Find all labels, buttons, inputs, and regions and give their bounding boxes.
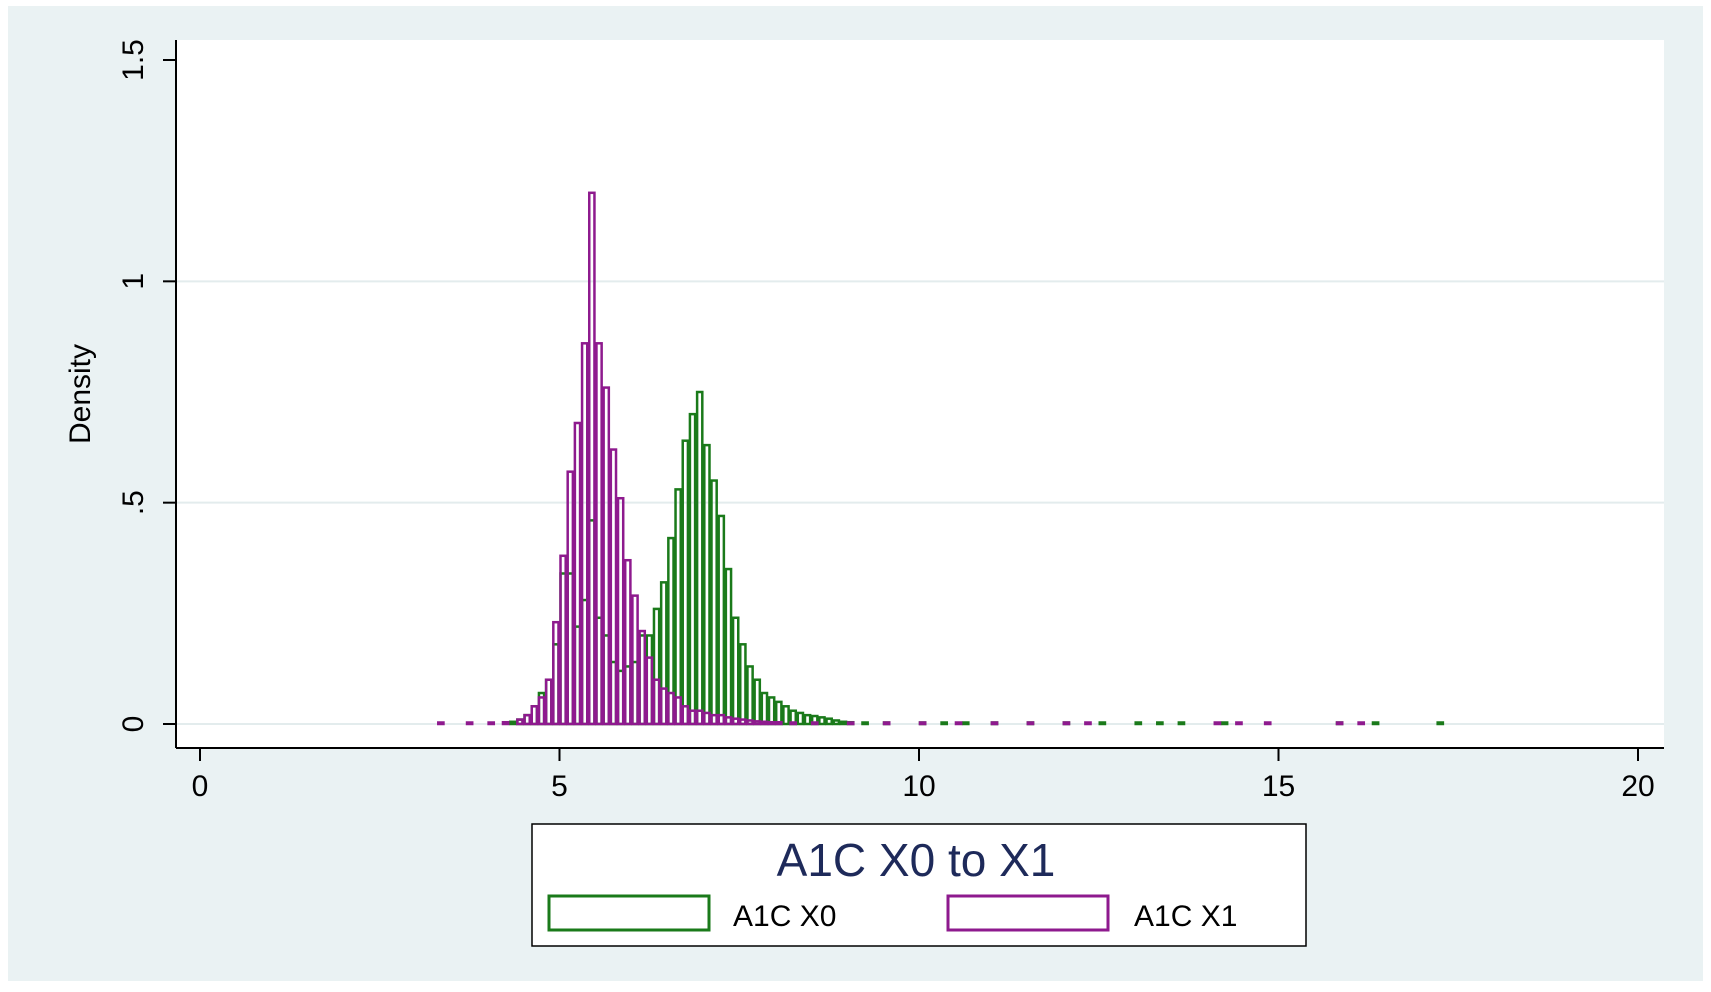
bar-a1c-x1-17 xyxy=(609,448,618,726)
x-tick-label-4: 20 xyxy=(1621,770,1654,803)
bar-a1c-x1-0 xyxy=(437,721,445,726)
bar-a1c-x1-50 xyxy=(1084,721,1092,726)
bar-a1c-x0-46 xyxy=(839,720,848,726)
bar-a1c-x0-59 xyxy=(1177,721,1186,726)
bar-a1c-x0-60 xyxy=(1220,721,1229,726)
bar-a1c-x1-46 xyxy=(954,721,963,726)
bar-a1c-x0-44 xyxy=(825,717,833,726)
bar-a1c-x1-2 xyxy=(487,721,496,726)
bar-a1c-x0-58 xyxy=(1156,721,1164,726)
plot-area xyxy=(176,40,1664,748)
bar-a1c-x1-5 xyxy=(523,713,531,726)
series-a1c-x1 xyxy=(437,191,1366,726)
bar-a1c-x1-48 xyxy=(1026,721,1035,726)
y-tick-label-1: .5 xyxy=(117,490,150,515)
bar-a1c-x1-36 xyxy=(746,719,754,726)
legend-box xyxy=(531,823,1307,947)
legend-key-a1c-x1 xyxy=(946,894,1110,932)
x-axis-ticks: 0 5 10 15 20 xyxy=(192,748,1655,803)
bar-a1c-x1-53 xyxy=(1263,721,1272,726)
bar-a1c-x1-13 xyxy=(580,342,589,726)
bar-a1c-x0-41 xyxy=(803,713,812,726)
x-tick-label-3: 15 xyxy=(1262,770,1295,803)
y-axis-ticks: 0 .5 1 1.5 xyxy=(117,39,176,732)
bar-a1c-x0-56 xyxy=(1098,721,1107,726)
bar-a1c-x1-6 xyxy=(530,705,539,726)
bar-a1c-x1-45 xyxy=(918,721,927,726)
bar-a1c-x0-48 xyxy=(861,721,869,726)
bar-a1c-x1-23 xyxy=(652,678,661,726)
bar-a1c-x1-32 xyxy=(717,713,726,726)
bar-a1c-x0-57 xyxy=(1134,721,1143,726)
bar-a1c-x1-19 xyxy=(623,558,632,726)
y-tick-label-2: 1 xyxy=(117,273,150,290)
legend-key-a1c-x0 xyxy=(547,894,711,932)
bar-a1c-x1-28 xyxy=(688,709,697,726)
bar-a1c-x1-33 xyxy=(724,716,733,726)
bar-a1c-x1-54 xyxy=(1335,721,1344,726)
bar-a1c-x1-22 xyxy=(645,656,654,726)
bar-a1c-x1-42 xyxy=(810,721,819,726)
x-tick-label-0: 0 xyxy=(192,770,209,803)
x-tick-label-2: 10 xyxy=(902,770,935,803)
bar-a1c-x1-20 xyxy=(631,594,639,726)
bar-a1c-x1-9 xyxy=(552,620,560,726)
bar-a1c-x1-1 xyxy=(465,721,474,726)
bar-a1c-x1-27 xyxy=(681,705,690,726)
bar-a1c-x1-18 xyxy=(616,496,625,726)
bar-a1c-x1-49 xyxy=(1062,721,1071,726)
bar-a1c-x1-21 xyxy=(638,629,647,726)
bar-a1c-x1-7 xyxy=(537,696,546,726)
bar-a1c-x1-4 xyxy=(516,718,524,726)
bar-a1c-x1-16 xyxy=(602,386,611,726)
bar-a1c-x1-40 xyxy=(774,720,783,726)
bar-a1c-x1-29 xyxy=(695,709,704,726)
bar-a1c-x1-24 xyxy=(659,687,668,726)
bar-a1c-x1-26 xyxy=(674,696,682,726)
bar-a1c-x1-34 xyxy=(731,717,740,726)
y-tick-label-3: 1.5 xyxy=(117,39,150,81)
bar-a1c-x0-40 xyxy=(796,711,805,726)
y-axis-title: Density xyxy=(64,344,97,444)
bar-a1c-x1-25 xyxy=(667,691,675,726)
bar-a1c-x1-30 xyxy=(703,711,711,726)
x-tick-label-1: 5 xyxy=(551,770,568,803)
bar-a1c-x1-43 xyxy=(846,721,855,726)
legend-title: A1C X0 to X1 xyxy=(777,834,1056,886)
bar-a1c-x0-43 xyxy=(818,716,826,726)
bar-a1c-x0-63 xyxy=(1436,721,1445,726)
bar-a1c-x1-8 xyxy=(544,678,553,726)
bar-a1c-x1-44 xyxy=(882,721,891,726)
legend-label-a1c-x1: A1C X1 xyxy=(1134,900,1237,933)
bar-a1c-x1-14 xyxy=(588,191,596,726)
bar-a1c-x1-51 xyxy=(1213,721,1222,726)
bar-a1c-x1-12 xyxy=(573,421,582,726)
bar-a1c-x1-35 xyxy=(739,718,747,726)
bar-a1c-x0-45 xyxy=(832,719,841,726)
bar-a1c-x1-3 xyxy=(501,720,510,726)
legend-label-a1c-x0: A1C X0 xyxy=(733,900,836,933)
bar-a1c-x1-15 xyxy=(595,342,603,726)
bar-a1c-x1-11 xyxy=(566,470,575,726)
bar-a1c-x0-62 xyxy=(1371,721,1380,726)
bar-a1c-x0-51 xyxy=(940,721,949,726)
bar-a1c-x1-47 xyxy=(990,721,999,726)
bar-a1c-x1-10 xyxy=(559,554,567,726)
legend: A1C X0 to X1 A1C X0 A1C X1 xyxy=(531,823,1307,947)
bar-a1c-x1-55 xyxy=(1357,721,1366,726)
bar-a1c-x0-38 xyxy=(782,705,790,726)
bar-a1c-x1-41 xyxy=(789,721,798,726)
bar-a1c-x0-52 xyxy=(961,721,970,726)
bar-a1c-x0-0 xyxy=(508,720,517,726)
y-tick-label-0: 0 xyxy=(117,716,150,733)
bar-a1c-x1-37 xyxy=(753,720,762,726)
bar-a1c-x1-52 xyxy=(1235,721,1243,726)
bar-a1c-x1-39 xyxy=(767,720,776,726)
bar-a1c-x1-31 xyxy=(710,713,718,726)
bar-a1c-x1-38 xyxy=(760,720,769,726)
